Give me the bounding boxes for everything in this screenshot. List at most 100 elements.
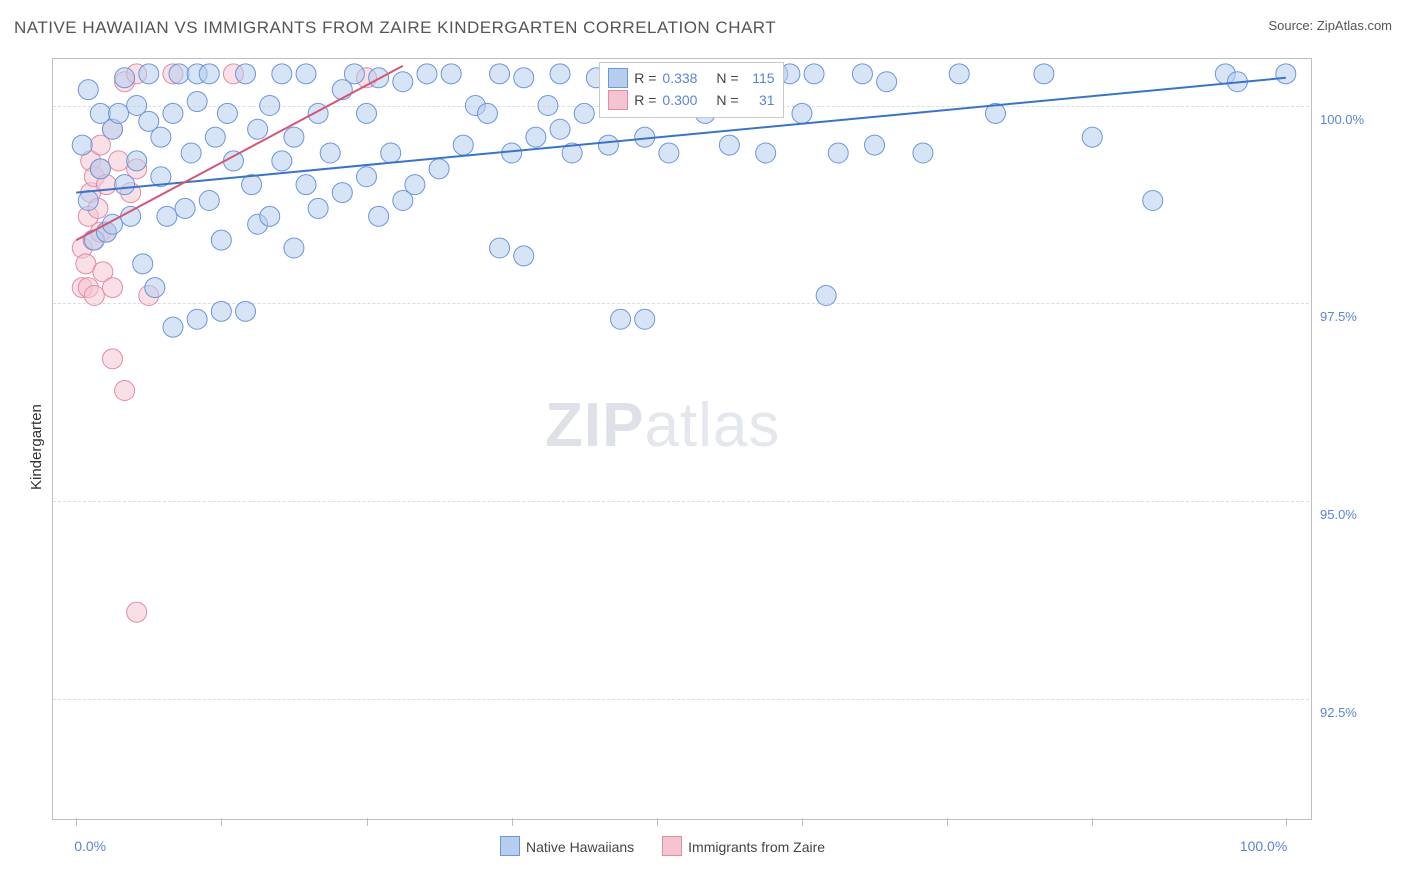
scatter-point bbox=[550, 119, 570, 139]
scatter-point bbox=[181, 143, 201, 163]
scatter-point bbox=[719, 135, 739, 155]
scatter-point bbox=[145, 278, 165, 298]
scatter-point bbox=[429, 159, 449, 179]
scatter-point bbox=[756, 143, 776, 163]
scatter-point bbox=[151, 127, 171, 147]
scatter-point bbox=[659, 143, 679, 163]
scatter-point bbox=[913, 143, 933, 163]
stats-row: R =0.338N =115 bbox=[608, 67, 774, 89]
scatter-point bbox=[357, 167, 377, 187]
legend-item: Immigrants from Zaire bbox=[662, 836, 825, 856]
xtick bbox=[802, 818, 803, 826]
scatter-point bbox=[611, 309, 631, 329]
scatter-point bbox=[598, 135, 618, 155]
legend-swatch bbox=[608, 68, 628, 88]
scatter-point bbox=[284, 127, 304, 147]
scatter-point bbox=[242, 175, 262, 195]
legend-item: Native Hawaiians bbox=[500, 836, 634, 856]
scatter-point bbox=[199, 64, 219, 84]
scatter-point bbox=[169, 64, 189, 84]
scatter-point bbox=[115, 175, 135, 195]
scatter-point bbox=[526, 127, 546, 147]
xtick bbox=[1286, 818, 1287, 826]
scatter-point bbox=[320, 143, 340, 163]
scatter-point bbox=[211, 301, 231, 321]
legend-swatch bbox=[662, 836, 682, 856]
scatter-point bbox=[477, 103, 497, 123]
scatter-point bbox=[109, 103, 129, 123]
scatter-point bbox=[175, 198, 195, 218]
scatter-point bbox=[199, 191, 219, 211]
scatter-point bbox=[816, 286, 836, 306]
scatter-point bbox=[211, 230, 231, 250]
scatter-point bbox=[804, 64, 824, 84]
scatter-point bbox=[502, 143, 522, 163]
scatter-point bbox=[369, 206, 389, 226]
scatter-point bbox=[157, 206, 177, 226]
xtick bbox=[221, 818, 222, 826]
stats-row: R =0.300N =31 bbox=[608, 89, 774, 111]
xtick bbox=[512, 818, 513, 826]
scatter-point bbox=[248, 119, 268, 139]
scatter-point bbox=[236, 64, 256, 84]
scatter-point bbox=[133, 254, 153, 274]
legend-bottom: Native Hawaiians Immigrants from Zaire bbox=[500, 836, 825, 856]
chart-svg bbox=[0, 0, 1406, 892]
legend-swatch bbox=[500, 836, 520, 856]
scatter-point bbox=[127, 602, 147, 622]
scatter-point bbox=[308, 198, 328, 218]
xtick bbox=[947, 818, 948, 826]
scatter-point bbox=[217, 103, 237, 123]
scatter-point bbox=[90, 159, 110, 179]
scatter-point bbox=[102, 349, 122, 369]
scatter-point bbox=[538, 96, 558, 116]
xtick bbox=[76, 818, 77, 826]
scatter-point bbox=[115, 68, 135, 88]
scatter-point bbox=[78, 191, 98, 211]
scatter-point bbox=[490, 64, 510, 84]
scatter-point bbox=[1143, 191, 1163, 211]
scatter-point bbox=[272, 64, 292, 84]
scatter-point bbox=[260, 206, 280, 226]
scatter-point bbox=[115, 381, 135, 401]
scatter-point bbox=[949, 64, 969, 84]
scatter-point bbox=[236, 301, 256, 321]
scatter-point bbox=[260, 96, 280, 116]
xaxis-right-label: 100.0% bbox=[1240, 838, 1287, 854]
scatter-point bbox=[163, 317, 183, 337]
xaxis-left-label: 0.0% bbox=[74, 838, 106, 854]
scatter-point bbox=[792, 103, 812, 123]
scatter-point bbox=[1276, 64, 1296, 84]
scatter-point bbox=[84, 286, 104, 306]
scatter-point bbox=[344, 64, 364, 84]
scatter-point bbox=[635, 309, 655, 329]
scatter-point bbox=[102, 278, 122, 298]
scatter-point bbox=[127, 151, 147, 171]
scatter-point bbox=[490, 238, 510, 258]
scatter-point bbox=[1082, 127, 1102, 147]
xtick bbox=[1092, 818, 1093, 826]
legend-swatch bbox=[608, 90, 628, 110]
xtick bbox=[657, 818, 658, 826]
scatter-point bbox=[296, 175, 316, 195]
scatter-point bbox=[877, 72, 897, 92]
scatter-point bbox=[139, 64, 159, 84]
scatter-point bbox=[121, 206, 141, 226]
scatter-point bbox=[441, 64, 461, 84]
scatter-point bbox=[417, 64, 437, 84]
scatter-point bbox=[187, 92, 207, 112]
scatter-point bbox=[453, 135, 473, 155]
scatter-point bbox=[78, 80, 98, 100]
scatter-point bbox=[393, 72, 413, 92]
scatter-point bbox=[1034, 64, 1054, 84]
scatter-point bbox=[574, 103, 594, 123]
scatter-point bbox=[865, 135, 885, 155]
stats-box: R =0.338N =115R =0.300N =31 bbox=[599, 62, 783, 118]
scatter-point bbox=[405, 175, 425, 195]
scatter-point bbox=[381, 143, 401, 163]
scatter-point bbox=[852, 64, 872, 84]
scatter-point bbox=[72, 135, 92, 155]
scatter-point bbox=[357, 103, 377, 123]
scatter-point bbox=[514, 246, 534, 266]
xtick bbox=[367, 818, 368, 826]
